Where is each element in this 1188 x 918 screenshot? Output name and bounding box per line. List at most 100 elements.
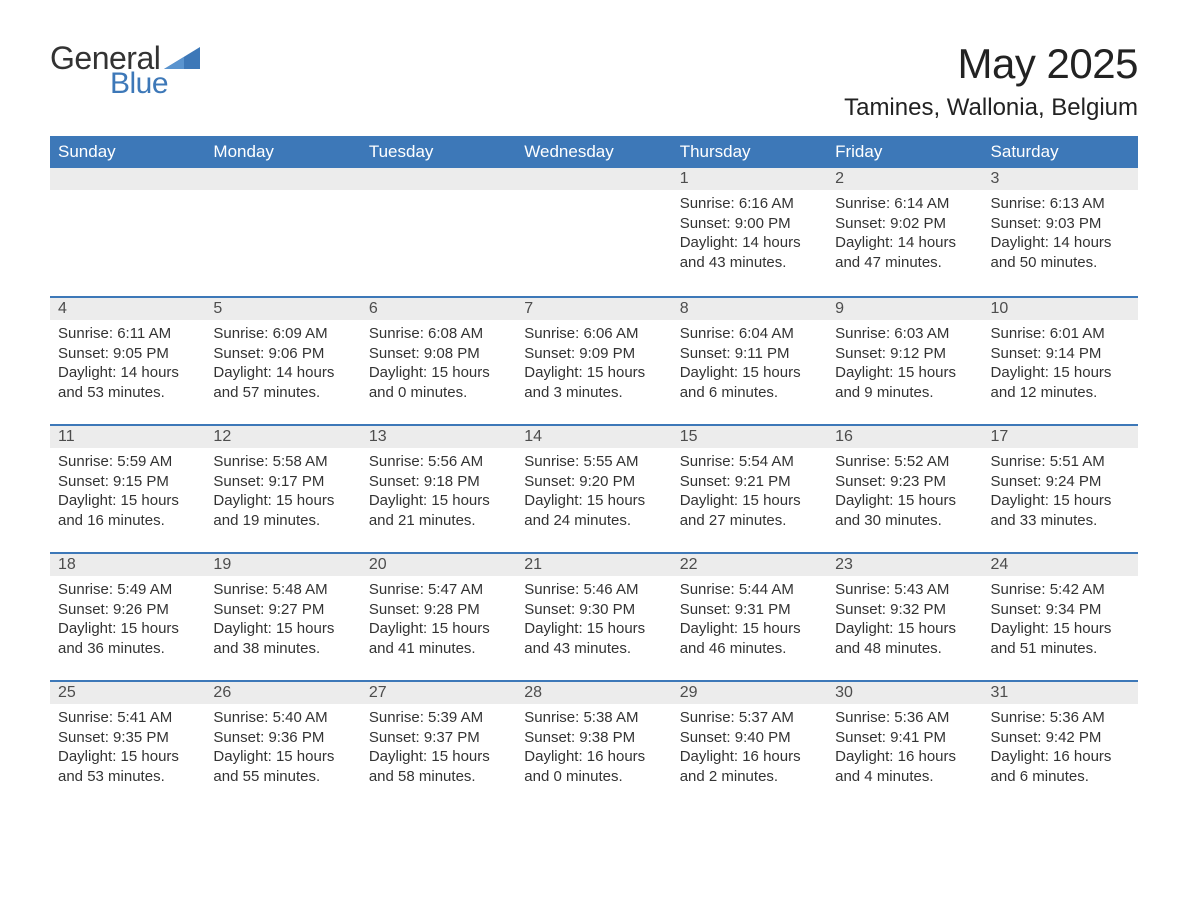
sunset-line: Sunset: 9:17 PM — [213, 472, 352, 492]
sunrise-line: Sunrise: 6:06 AM — [524, 324, 663, 344]
logo-text-2: Blue — [110, 67, 168, 101]
title-block: May 2025 Tamines, Wallonia, Belgium — [844, 40, 1138, 122]
daylight-line: Daylight: 15 hours and 38 minutes. — [213, 619, 352, 658]
day-data: Sunrise: 6:06 AMSunset: 9:09 PMDaylight:… — [516, 320, 671, 410]
daylight-line: Daylight: 16 hours and 4 minutes. — [835, 747, 974, 786]
day-number: 2 — [827, 168, 982, 190]
daylight-line: Daylight: 15 hours and 24 minutes. — [524, 491, 663, 530]
calendar-cell: 28Sunrise: 5:38 AMSunset: 9:38 PMDayligh… — [516, 680, 671, 808]
sunrise-line: Sunrise: 5:46 AM — [524, 580, 663, 600]
calendar-cell: 8Sunrise: 6:04 AMSunset: 9:11 PMDaylight… — [672, 296, 827, 424]
day-data: Sunrise: 5:58 AMSunset: 9:17 PMDaylight:… — [205, 448, 360, 538]
sunset-line: Sunset: 9:14 PM — [991, 344, 1130, 364]
sunset-line: Sunset: 9:03 PM — [991, 214, 1130, 234]
sunset-line: Sunset: 9:37 PM — [369, 728, 508, 748]
daylight-line: Daylight: 15 hours and 33 minutes. — [991, 491, 1130, 530]
daylight-line: Daylight: 16 hours and 6 minutes. — [991, 747, 1130, 786]
calendar-cell — [361, 168, 516, 296]
calendar-cell: 24Sunrise: 5:42 AMSunset: 9:34 PMDayligh… — [983, 552, 1138, 680]
day-data: Sunrise: 5:37 AMSunset: 9:40 PMDaylight:… — [672, 704, 827, 794]
day-data: Sunrise: 6:16 AMSunset: 9:00 PMDaylight:… — [672, 190, 827, 280]
calendar-cell: 1Sunrise: 6:16 AMSunset: 9:00 PMDaylight… — [672, 168, 827, 296]
day-number: 28 — [516, 680, 671, 704]
calendar-cell: 11Sunrise: 5:59 AMSunset: 9:15 PMDayligh… — [50, 424, 205, 552]
day-data: Sunrise: 5:48 AMSunset: 9:27 PMDaylight:… — [205, 576, 360, 666]
calendar-cell: 9Sunrise: 6:03 AMSunset: 9:12 PMDaylight… — [827, 296, 982, 424]
sunset-line: Sunset: 9:12 PM — [835, 344, 974, 364]
daylight-line: Daylight: 15 hours and 19 minutes. — [213, 491, 352, 530]
calendar-header-row: SundayMondayTuesdayWednesdayThursdayFrid… — [50, 136, 1138, 168]
sunset-line: Sunset: 9:09 PM — [524, 344, 663, 364]
calendar-cell: 2Sunrise: 6:14 AMSunset: 9:02 PMDaylight… — [827, 168, 982, 296]
calendar-cell: 25Sunrise: 5:41 AMSunset: 9:35 PMDayligh… — [50, 680, 205, 808]
sunset-line: Sunset: 9:36 PM — [213, 728, 352, 748]
daylight-line: Daylight: 14 hours and 57 minutes. — [213, 363, 352, 402]
calendar-cell: 17Sunrise: 5:51 AMSunset: 9:24 PMDayligh… — [983, 424, 1138, 552]
sunrise-line: Sunrise: 6:09 AM — [213, 324, 352, 344]
calendar-table: SundayMondayTuesdayWednesdayThursdayFrid… — [50, 136, 1138, 808]
daylight-line: Daylight: 15 hours and 12 minutes. — [991, 363, 1130, 402]
sunset-line: Sunset: 9:18 PM — [369, 472, 508, 492]
day-data: Sunrise: 5:42 AMSunset: 9:34 PMDaylight:… — [983, 576, 1138, 666]
daylight-line: Daylight: 15 hours and 6 minutes. — [680, 363, 819, 402]
calendar-cell: 19Sunrise: 5:48 AMSunset: 9:27 PMDayligh… — [205, 552, 360, 680]
sunrise-line: Sunrise: 5:36 AM — [991, 708, 1130, 728]
logo: General Blue — [50, 40, 200, 100]
day-number: 7 — [516, 296, 671, 320]
daylight-line: Daylight: 15 hours and 46 minutes. — [680, 619, 819, 658]
daylight-line: Daylight: 14 hours and 50 minutes. — [991, 233, 1130, 272]
calendar-cell — [516, 168, 671, 296]
sunset-line: Sunset: 9:40 PM — [680, 728, 819, 748]
sunrise-line: Sunrise: 5:56 AM — [369, 452, 508, 472]
sunset-line: Sunset: 9:11 PM — [680, 344, 819, 364]
sunrise-line: Sunrise: 5:52 AM — [835, 452, 974, 472]
calendar-cell: 23Sunrise: 5:43 AMSunset: 9:32 PMDayligh… — [827, 552, 982, 680]
day-number: 9 — [827, 296, 982, 320]
day-data: Sunrise: 5:44 AMSunset: 9:31 PMDaylight:… — [672, 576, 827, 666]
calendar-cell: 31Sunrise: 5:36 AMSunset: 9:42 PMDayligh… — [983, 680, 1138, 808]
sunset-line: Sunset: 9:15 PM — [58, 472, 197, 492]
day-number: 22 — [672, 552, 827, 576]
calendar-cell: 4Sunrise: 6:11 AMSunset: 9:05 PMDaylight… — [50, 296, 205, 424]
sunrise-line: Sunrise: 6:08 AM — [369, 324, 508, 344]
calendar-cell: 14Sunrise: 5:55 AMSunset: 9:20 PMDayligh… — [516, 424, 671, 552]
day-data: Sunrise: 5:39 AMSunset: 9:37 PMDaylight:… — [361, 704, 516, 794]
day-data: Sunrise: 5:52 AMSunset: 9:23 PMDaylight:… — [827, 448, 982, 538]
sunset-line: Sunset: 9:00 PM — [680, 214, 819, 234]
sunrise-line: Sunrise: 5:54 AM — [680, 452, 819, 472]
day-number-empty — [361, 168, 516, 190]
day-data: Sunrise: 5:40 AMSunset: 9:36 PMDaylight:… — [205, 704, 360, 794]
day-data: Sunrise: 5:56 AMSunset: 9:18 PMDaylight:… — [361, 448, 516, 538]
daylight-line: Daylight: 15 hours and 51 minutes. — [991, 619, 1130, 658]
daylight-line: Daylight: 15 hours and 9 minutes. — [835, 363, 974, 402]
sunset-line: Sunset: 9:38 PM — [524, 728, 663, 748]
day-number: 26 — [205, 680, 360, 704]
logo-triangle-icon — [164, 47, 200, 74]
day-number: 4 — [50, 296, 205, 320]
sunset-line: Sunset: 9:32 PM — [835, 600, 974, 620]
sunrise-line: Sunrise: 5:49 AM — [58, 580, 197, 600]
daylight-line: Daylight: 15 hours and 58 minutes. — [369, 747, 508, 786]
day-number: 21 — [516, 552, 671, 576]
calendar-cell: 15Sunrise: 5:54 AMSunset: 9:21 PMDayligh… — [672, 424, 827, 552]
day-data: Sunrise: 5:36 AMSunset: 9:42 PMDaylight:… — [983, 704, 1138, 794]
calendar-cell: 21Sunrise: 5:46 AMSunset: 9:30 PMDayligh… — [516, 552, 671, 680]
sunrise-line: Sunrise: 5:59 AM — [58, 452, 197, 472]
daylight-line: Daylight: 14 hours and 43 minutes. — [680, 233, 819, 272]
day-number: 24 — [983, 552, 1138, 576]
sunset-line: Sunset: 9:08 PM — [369, 344, 508, 364]
day-number: 6 — [361, 296, 516, 320]
sunset-line: Sunset: 9:02 PM — [835, 214, 974, 234]
day-data: Sunrise: 5:36 AMSunset: 9:41 PMDaylight:… — [827, 704, 982, 794]
day-number: 23 — [827, 552, 982, 576]
day-number: 14 — [516, 424, 671, 448]
calendar-cell: 22Sunrise: 5:44 AMSunset: 9:31 PMDayligh… — [672, 552, 827, 680]
day-number: 12 — [205, 424, 360, 448]
daylight-line: Daylight: 15 hours and 55 minutes. — [213, 747, 352, 786]
day-data: Sunrise: 6:04 AMSunset: 9:11 PMDaylight:… — [672, 320, 827, 410]
day-data: Sunrise: 6:11 AMSunset: 9:05 PMDaylight:… — [50, 320, 205, 410]
calendar-cell: 6Sunrise: 6:08 AMSunset: 9:08 PMDaylight… — [361, 296, 516, 424]
day-data: Sunrise: 5:59 AMSunset: 9:15 PMDaylight:… — [50, 448, 205, 538]
day-number: 3 — [983, 168, 1138, 190]
calendar-cell: 27Sunrise: 5:39 AMSunset: 9:37 PMDayligh… — [361, 680, 516, 808]
